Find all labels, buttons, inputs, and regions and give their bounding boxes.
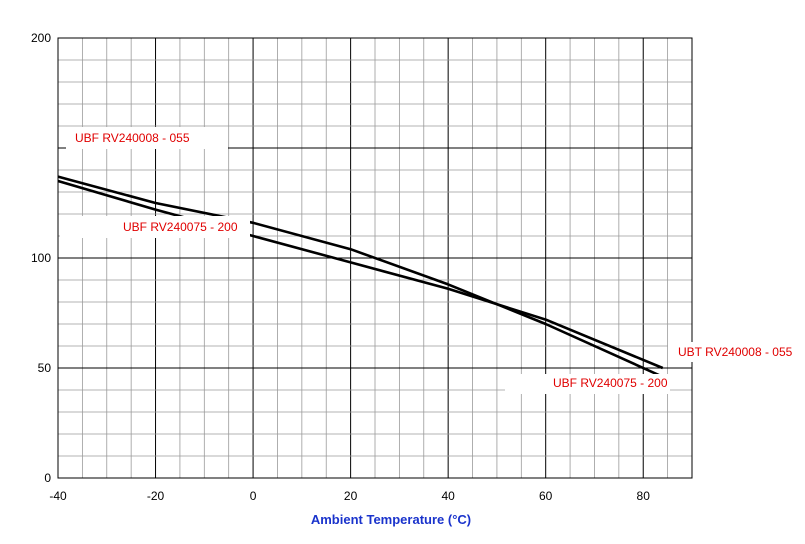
x-tick-label: 40 bbox=[441, 489, 455, 503]
y-axis-ticks: 0 50 100 200 bbox=[31, 31, 51, 485]
y-tick-label: 0 bbox=[44, 471, 51, 485]
y-tick-label: 100 bbox=[31, 251, 51, 265]
x-tick-label: -40 bbox=[49, 489, 67, 503]
x-tick-label: -20 bbox=[147, 489, 165, 503]
series-line-2 bbox=[57, 179, 664, 370]
x-axis-ticks: -40 -20 0 20 40 60 80 bbox=[49, 489, 650, 503]
y-tick-label: 200 bbox=[31, 31, 51, 45]
x-tick-label: 0 bbox=[250, 489, 257, 503]
annotation-series-1-right: UBT RV240008 - 055 bbox=[678, 345, 793, 359]
plot-frame bbox=[57, 37, 693, 479]
series-lines bbox=[57, 175, 664, 378]
series-line-1 bbox=[57, 175, 664, 378]
annotation-series-2-right: UBF RV240075 - 200 bbox=[553, 376, 668, 390]
x-axis-label: Ambient Temperature (°C) bbox=[311, 512, 471, 527]
y-tick-label: 50 bbox=[38, 361, 52, 375]
annotation-series-1-left: UBF RV240008 - 055 bbox=[75, 131, 190, 145]
x-tick-label: 20 bbox=[344, 489, 358, 503]
annotation-series-2-left: UBF RV240075 - 200 bbox=[123, 220, 238, 234]
x-tick-label: 80 bbox=[637, 489, 651, 503]
series-annotations: UBF RV240008 - 055 UBF RV240075 - 200 UB… bbox=[60, 127, 804, 394]
x-tick-label: 60 bbox=[539, 489, 553, 503]
